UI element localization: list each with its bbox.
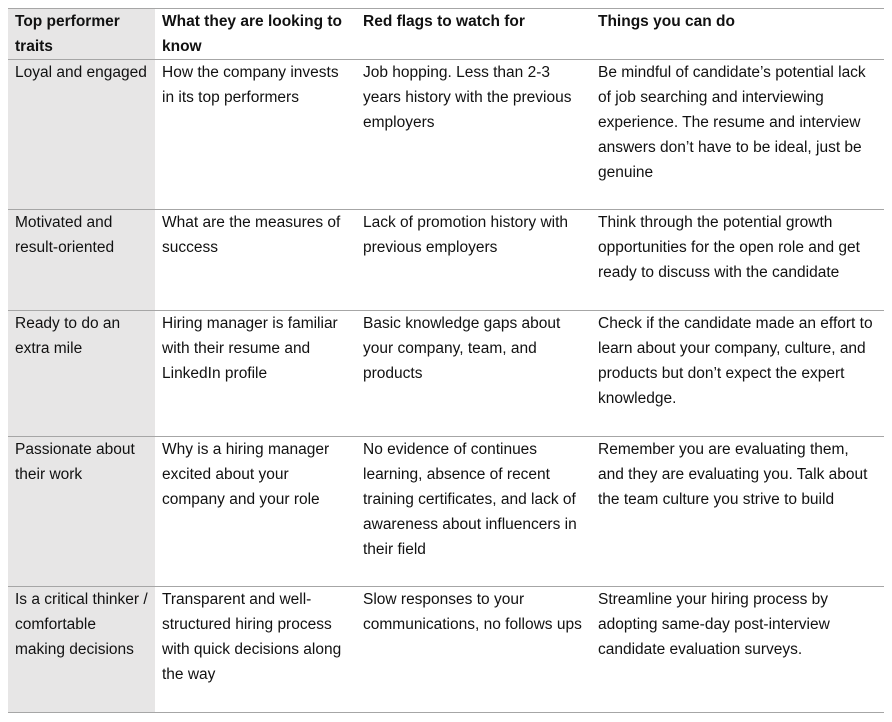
trait-cell: Loyal and engaged bbox=[8, 59, 155, 210]
table-cell: Check if the candidate made an effort to… bbox=[591, 310, 884, 437]
table-cell: Lack of promotion history with previous … bbox=[356, 209, 591, 311]
trait-cell: Passionate about their work bbox=[8, 436, 155, 587]
table-header: Top performer traits What they are looki… bbox=[8, 8, 884, 60]
table-cell: Transparent and well-structured hiring p… bbox=[155, 586, 356, 713]
table-cell: Be mindful of candidate’s potential lack… bbox=[591, 59, 884, 210]
table-cell: Job hopping. Less than 2-3 years history… bbox=[356, 59, 591, 210]
table-cell: No evidence of continues learning, absen… bbox=[356, 436, 591, 587]
table-cell: Basic knowledge gaps about your company,… bbox=[356, 310, 591, 437]
table-body: Loyal and engaged How the company invests… bbox=[8, 59, 884, 713]
header-cell: Red flags to watch for bbox=[356, 8, 591, 60]
header-cell: Top performer traits bbox=[8, 8, 155, 60]
table-cell: Think through the potential growth oppor… bbox=[591, 209, 884, 311]
header-cell: What they are looking to know bbox=[155, 8, 356, 60]
table-cell: Remember you are evaluating them, and th… bbox=[591, 436, 884, 587]
table-cell: How the company invests in its top perfo… bbox=[155, 59, 356, 210]
table-cell: Why is a hiring manager excited about yo… bbox=[155, 436, 356, 587]
table-row: Ready to do an extra mile Hiring manager … bbox=[8, 310, 884, 437]
table-row: Motivated and result-oriented What are th… bbox=[8, 209, 884, 311]
traits-table: Top performer traits What they are looki… bbox=[8, 8, 884, 713]
table-cell: Streamline your hiring process by adopti… bbox=[591, 586, 884, 713]
trait-cell: Is a critical thinker / comfortable maki… bbox=[8, 586, 155, 713]
header-row: Top performer traits What they are looki… bbox=[8, 8, 884, 60]
trait-cell: Motivated and result-oriented bbox=[8, 209, 155, 311]
table-row: Loyal and engaged How the company invests… bbox=[8, 59, 884, 210]
table-cell: Slow responses to your communications, n… bbox=[356, 586, 591, 713]
table-row: Is a critical thinker / comfortable maki… bbox=[8, 586, 884, 713]
table-row: Passionate about their work Why is a hiri… bbox=[8, 436, 884, 587]
table-cell: What are the measures of success bbox=[155, 209, 356, 311]
table-cell: Hiring manager is familiar with their re… bbox=[155, 310, 356, 437]
header-cell: Things you can do bbox=[591, 8, 884, 60]
trait-cell: Ready to do an extra mile bbox=[8, 310, 155, 437]
